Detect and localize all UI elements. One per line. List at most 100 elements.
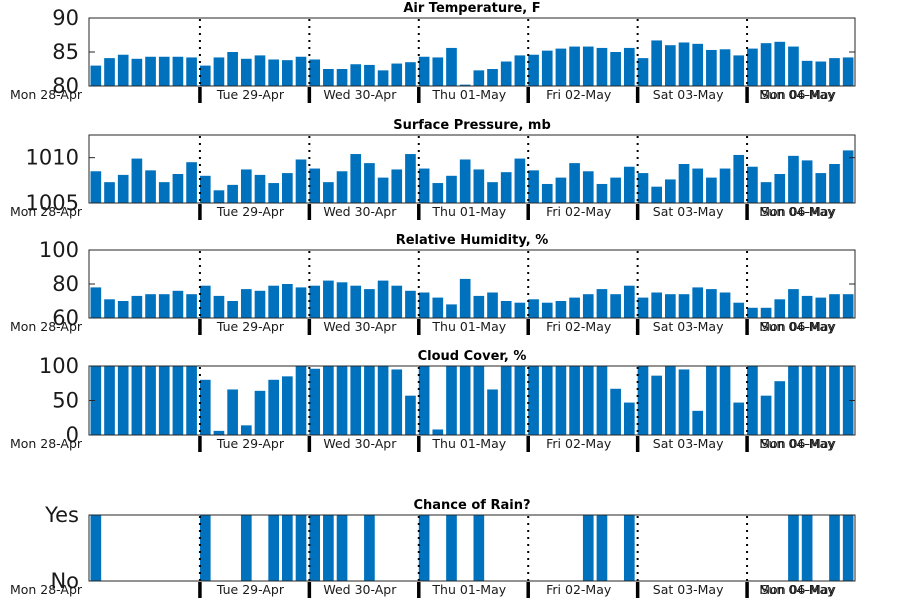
bar (186, 366, 197, 435)
bar (719, 292, 731, 318)
bar (240, 289, 252, 318)
bar (842, 57, 854, 86)
bar (336, 69, 348, 86)
bar (240, 58, 252, 86)
bar (473, 70, 485, 86)
bar (610, 177, 621, 203)
bar (350, 154, 362, 203)
bar (90, 287, 102, 318)
bar (240, 169, 252, 203)
y-tick-label: 80 (52, 272, 79, 296)
bar (350, 285, 362, 318)
bar (158, 366, 170, 435)
bar (610, 294, 621, 318)
bar (719, 366, 731, 435)
bar (719, 168, 731, 203)
bar (733, 402, 745, 435)
bar (500, 172, 512, 203)
bar (733, 55, 745, 86)
bar (391, 285, 403, 318)
bar (199, 285, 211, 318)
bar (541, 50, 553, 86)
x-day-label: Tue 29-Apr (216, 319, 285, 334)
bar (514, 366, 526, 435)
y-tick-label: Yes (44, 503, 79, 527)
bar (528, 54, 539, 86)
bar (788, 155, 799, 203)
bar (418, 168, 430, 203)
bar (186, 294, 197, 318)
bar (295, 515, 307, 581)
bar (815, 297, 827, 318)
bar (282, 515, 293, 581)
bar (637, 297, 649, 318)
bar (254, 174, 266, 203)
bar (692, 43, 704, 86)
bar (131, 295, 143, 318)
bar (405, 154, 416, 203)
bar (432, 429, 444, 435)
bar (733, 154, 745, 203)
bar (582, 515, 594, 581)
bar (336, 515, 348, 581)
bar (268, 183, 279, 203)
bar (158, 56, 170, 86)
bar (733, 302, 745, 318)
chart-title: Surface Pressure, mb (393, 118, 551, 133)
bar (706, 177, 717, 203)
bar (678, 294, 690, 318)
bar (829, 164, 840, 203)
bar (747, 48, 758, 86)
bar (678, 369, 690, 435)
bar (309, 168, 321, 203)
bar (377, 366, 389, 435)
bar (364, 163, 375, 203)
chart-title: Chance of Rain? (413, 498, 530, 513)
bar (623, 515, 635, 581)
bar (282, 173, 293, 203)
bar (623, 166, 635, 203)
bar (295, 56, 307, 86)
bar (254, 290, 266, 318)
x-day-label: Tue 29-Apr (216, 87, 285, 102)
bar (323, 69, 334, 86)
x-day-label: Wed 30-Apr (323, 87, 397, 102)
bar (213, 190, 225, 203)
bar (747, 307, 758, 318)
bar (104, 58, 115, 86)
bar (788, 289, 799, 318)
bar (541, 302, 553, 318)
bar (391, 63, 403, 86)
bar (254, 390, 266, 435)
bar (227, 184, 238, 203)
bar (240, 425, 252, 435)
bar (145, 56, 156, 86)
bar (678, 164, 690, 203)
bar (117, 366, 129, 435)
bar (432, 57, 444, 86)
bar (596, 47, 608, 86)
bar (487, 182, 498, 203)
bar (651, 186, 662, 203)
x-day-label: Thu 01-May (431, 87, 506, 102)
y-tick-label: 50 (52, 389, 79, 413)
bar (268, 59, 279, 86)
bar (377, 70, 389, 86)
bar (637, 173, 649, 203)
x-day-label: Fri 02-May (546, 436, 612, 451)
bar (801, 295, 813, 318)
bar (500, 366, 512, 435)
bar (747, 366, 758, 435)
bar (240, 515, 252, 581)
bar (117, 174, 129, 203)
bar (842, 150, 854, 203)
bar (117, 301, 129, 318)
bar (145, 366, 156, 435)
bar (692, 287, 704, 318)
bar (514, 158, 526, 203)
bar (473, 515, 485, 581)
chart-title: Relative Humidity, % (396, 233, 549, 248)
x-day-label: Mon 28-Apr (10, 436, 83, 451)
y-tick-label: 90 (52, 6, 79, 30)
bar (268, 379, 279, 435)
